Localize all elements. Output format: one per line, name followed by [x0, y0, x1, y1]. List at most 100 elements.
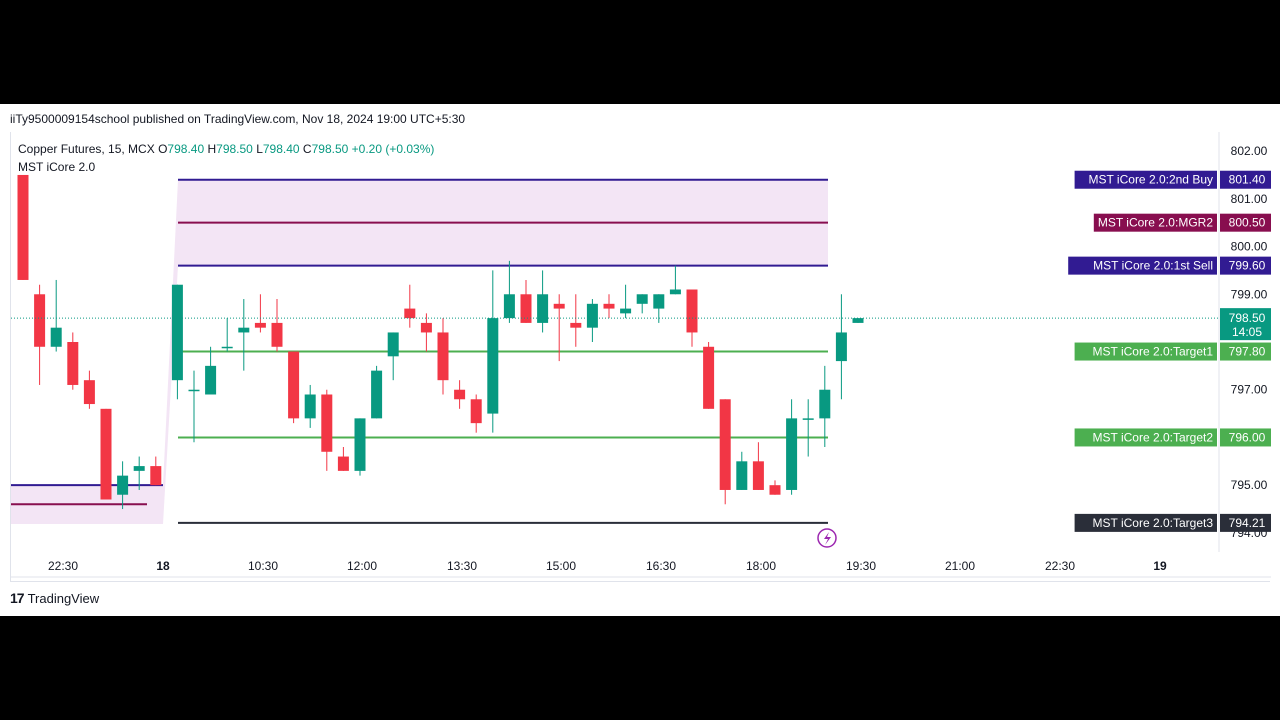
- candle-body[interactable]: [586, 303, 598, 328]
- candle-body[interactable]: [487, 318, 499, 414]
- countdown-label: 14:05: [1232, 325, 1262, 339]
- tradingview-logo-icon: 17: [10, 590, 25, 606]
- candle-body[interactable]: [288, 351, 300, 419]
- candle-body[interactable]: [238, 327, 250, 333]
- chart-legend: Copper Futures, 15, MCX O798.40 H798.50 …: [18, 140, 434, 176]
- x-tick-label: 16:30: [646, 559, 676, 573]
- current-price-bg: [1220, 308, 1271, 341]
- x-tick-label: 12:00: [347, 559, 377, 573]
- legend-open-label: O: [158, 142, 168, 156]
- level-price-label: 794.21: [1229, 516, 1266, 530]
- level-tag-bg: [1074, 342, 1217, 361]
- candle-body[interactable]: [819, 389, 831, 419]
- candle-body[interactable]: [150, 466, 162, 486]
- y-tick-label: 801.00: [1231, 192, 1268, 206]
- candle-body[interactable]: [205, 365, 217, 395]
- legend-close: 798.50: [311, 142, 349, 156]
- level-price-label: 796.00: [1229, 430, 1266, 444]
- level-price-label: 800.50: [1229, 216, 1266, 230]
- candle-body[interactable]: [83, 380, 95, 405]
- level-tag-bg: [1093, 213, 1217, 232]
- publisher-line: iiTy9500009154school published on Tradin…: [10, 112, 466, 126]
- candle-body[interactable]: [404, 308, 416, 319]
- x-tick-label: 15:00: [546, 559, 576, 573]
- y-tick-label: 802.00: [1231, 144, 1268, 158]
- x-tick-label: 21:00: [945, 559, 975, 573]
- candle-body[interactable]: [686, 289, 698, 333]
- candle-body[interactable]: [786, 418, 798, 490]
- candle-body[interactable]: [669, 289, 681, 295]
- candle-body[interactable]: [802, 418, 814, 420]
- legend-low-label: L: [256, 142, 263, 156]
- candle-body[interactable]: [769, 485, 781, 495]
- candle-body[interactable]: [420, 322, 432, 333]
- candle-body[interactable]: [752, 461, 764, 490]
- candle-body[interactable]: [354, 418, 366, 471]
- candle-body[interactable]: [171, 284, 183, 381]
- lightning-bolt-icon: [824, 532, 831, 545]
- candle-body[interactable]: [67, 342, 79, 385]
- chart-panel: iiTy9500009154school published on Tradin…: [0, 104, 1280, 616]
- tradingview-brand: TradingView: [27, 590, 100, 606]
- level-tag-label: MST iCore 2.0:Target3: [1093, 516, 1214, 530]
- level-tag-bg: [1074, 513, 1217, 532]
- candle-body[interactable]: [835, 332, 847, 362]
- candle-body[interactable]: [852, 318, 864, 323]
- candle-body[interactable]: [371, 370, 383, 419]
- candle-body[interactable]: [387, 332, 399, 357]
- chart-area[interactable]: 802.00 801.00 800.00 799.00 797.00 795.00 794.…: [10, 132, 1271, 582]
- x-tick-label: 19: [1153, 559, 1167, 573]
- level-tag-label: MST iCore 2.0:1st Sell: [1093, 259, 1213, 273]
- legend-high-label: H: [207, 142, 217, 156]
- candle-body[interactable]: [304, 394, 316, 419]
- level-tag-bg: [1074, 170, 1217, 189]
- level-price-label: 799.60: [1229, 259, 1266, 273]
- level-tag-bg: [1068, 256, 1217, 275]
- candle-body[interactable]: [503, 294, 515, 319]
- x-tick-label: 22:30: [1045, 559, 1075, 573]
- candle-body[interactable]: [133, 466, 145, 471]
- candle-body[interactable]: [100, 408, 112, 500]
- level-tag-label: MST iCore 2.0:Target2: [1093, 430, 1214, 444]
- legend-row-symbol: Copper Futures, 15, MCX O798.40 H798.50 …: [18, 140, 434, 158]
- candle-body[interactable]: [603, 303, 615, 309]
- candle-body[interactable]: [454, 389, 466, 400]
- candle-body[interactable]: [117, 475, 129, 495]
- x-tick-label: 19:30: [846, 559, 876, 573]
- x-tick-label: 18: [156, 559, 170, 573]
- candle-body[interactable]: [437, 332, 449, 381]
- legend-symbol: Copper Futures, 15, MCX: [18, 142, 155, 156]
- candle-body[interactable]: [719, 399, 731, 490]
- candle-body[interactable]: [321, 394, 333, 452]
- level-price-bg: [1220, 170, 1271, 189]
- candle-body[interactable]: [736, 461, 748, 490]
- candle-body[interactable]: [34, 294, 46, 347]
- candle-body[interactable]: [188, 389, 200, 392]
- candle-body[interactable]: [620, 308, 632, 314]
- tradingview-footer[interactable]: 17 TradingView: [10, 590, 99, 606]
- level-tag-bg: [1074, 428, 1217, 447]
- candle-body[interactable]: [570, 322, 582, 328]
- candle-body[interactable]: [50, 327, 62, 347]
- candle-body[interactable]: [653, 294, 665, 309]
- candle-body[interactable]: [636, 294, 648, 304]
- candlestick-chart[interactable]: 802.00 801.00 800.00 799.00 797.00 795.00 794.…: [11, 132, 1271, 582]
- candle-body[interactable]: [221, 346, 233, 349]
- candle-body[interactable]: [553, 303, 565, 309]
- candle-body[interactable]: [254, 322, 266, 328]
- lightning-icon[interactable]: [817, 528, 837, 548]
- candle-body[interactable]: [537, 294, 549, 323]
- candle-body[interactable]: [703, 346, 715, 409]
- y-tick-label: 797.00: [1231, 383, 1268, 397]
- level-price-label: 801.40: [1229, 173, 1266, 187]
- x-tick-label: 10:30: [248, 559, 278, 573]
- candle-body[interactable]: [17, 174, 29, 280]
- candle-body[interactable]: [520, 294, 532, 323]
- candle-body[interactable]: [337, 456, 349, 471]
- level-price-bg: [1220, 513, 1271, 532]
- candle-body[interactable]: [271, 322, 283, 347]
- candle-body[interactable]: [470, 399, 482, 424]
- level-tag-label: MST iCore 2.0:2nd Buy: [1088, 173, 1213, 187]
- level-tag-label: MST iCore 2.0:MGR2: [1098, 216, 1213, 230]
- legend-indicator[interactable]: MST iCore 2.0: [18, 160, 96, 174]
